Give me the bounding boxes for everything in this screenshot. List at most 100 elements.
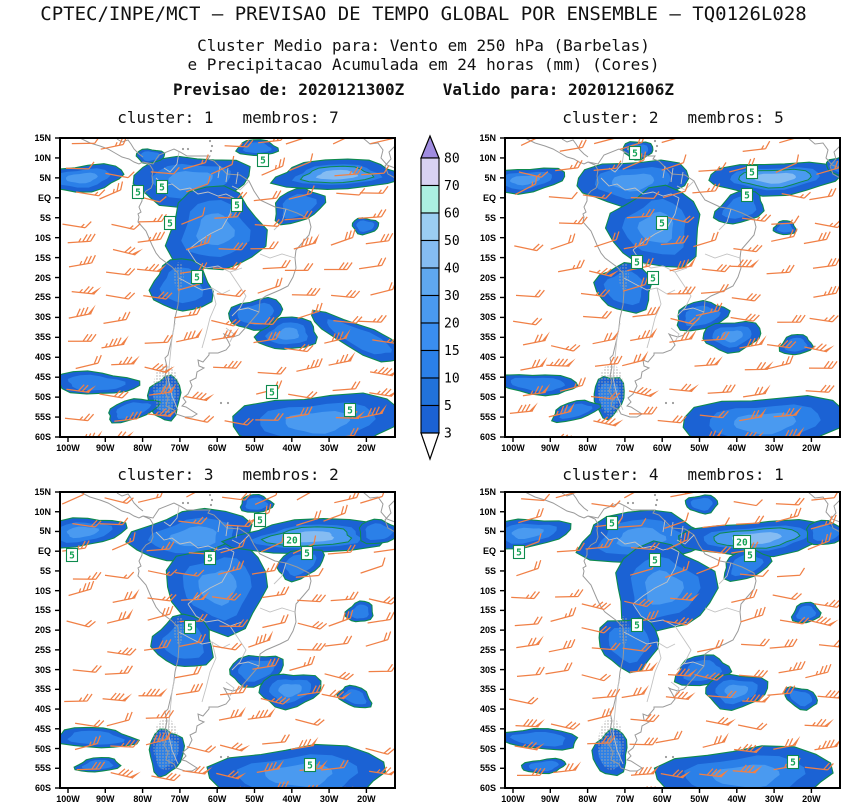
lat-label: EQ bbox=[37, 192, 51, 203]
lat-label: EQ bbox=[482, 546, 496, 557]
lat-label: 55S bbox=[479, 412, 496, 423]
lat-label: 5N bbox=[484, 526, 496, 537]
lat-label: 10S bbox=[34, 232, 51, 243]
svg-text:5: 5 bbox=[260, 156, 266, 167]
lon-label: 60W bbox=[207, 443, 227, 453]
lat-label: 30S bbox=[34, 664, 51, 675]
lat-label: 60S bbox=[34, 783, 51, 793]
lat-label: 15N bbox=[34, 133, 51, 143]
lon-label: 60W bbox=[652, 443, 672, 453]
colorbar-level-label: 70 bbox=[444, 179, 460, 194]
lat-label: 60S bbox=[34, 432, 51, 442]
svg-text:5: 5 bbox=[747, 551, 753, 562]
colorbar-arrow-up-icon bbox=[420, 134, 440, 159]
colorbar-level-label: 10 bbox=[444, 372, 460, 387]
lat-label: 60S bbox=[479, 783, 496, 793]
coastline-layer bbox=[79, 492, 395, 772]
panel-title-cluster-3: cluster: 3 membros: 2 bbox=[117, 465, 339, 484]
map-frame bbox=[500, 491, 841, 793]
lat-label: 20S bbox=[34, 272, 51, 283]
map-panel-1-canvas: 5 5 5 5 5 5 5 5 bbox=[55, 137, 396, 442]
terrain-stipple-layer bbox=[153, 616, 184, 770]
lon-label: 20W bbox=[357, 443, 376, 453]
lon-label: 30W bbox=[764, 794, 784, 803]
lat-label: 50S bbox=[479, 743, 496, 754]
colorbar-segment bbox=[420, 322, 440, 352]
lat-label: 25S bbox=[479, 292, 496, 303]
svg-text:5: 5 bbox=[207, 554, 213, 565]
lon-label: 90W bbox=[541, 794, 560, 803]
lat-label: 10S bbox=[34, 585, 51, 596]
map-panel-4-canvas: 5 20 5 5 5 5 5 bbox=[500, 491, 841, 793]
colorbar-level-label: 15 bbox=[444, 344, 460, 359]
lat-label: EQ bbox=[482, 192, 496, 203]
lon-label: 80W bbox=[578, 443, 597, 453]
panel-title-cluster-2: cluster: 2 membros: 5 bbox=[562, 108, 784, 127]
svg-text:5: 5 bbox=[516, 548, 522, 559]
colorbar-segment bbox=[420, 212, 440, 242]
colorbar-segment bbox=[420, 294, 440, 324]
map-content-layer: 5 20 5 5 5 5 5 bbox=[60, 492, 395, 788]
lat-label: 10N bbox=[34, 506, 51, 517]
map-frame bbox=[55, 491, 396, 793]
lat-label: 20S bbox=[34, 625, 51, 636]
map-frame bbox=[500, 137, 841, 442]
lon-label: 60W bbox=[652, 794, 672, 803]
lon-label: 40W bbox=[727, 794, 747, 803]
lon-label: 30W bbox=[319, 443, 339, 453]
lat-label: 45S bbox=[34, 372, 51, 383]
svg-text:5: 5 bbox=[652, 556, 658, 567]
precip-shading-layer bbox=[505, 141, 840, 437]
svg-text:5: 5 bbox=[187, 623, 193, 634]
forecast-validity-line: Previsao de: 2020121300Z Valido para: 20… bbox=[173, 80, 674, 99]
svg-text:5: 5 bbox=[744, 191, 750, 202]
svg-text:5: 5 bbox=[269, 388, 275, 399]
terrain-stipple-layer bbox=[598, 616, 629, 770]
lat-label: 40S bbox=[479, 704, 496, 715]
lat-label: 35S bbox=[479, 684, 496, 695]
lat-label: 25S bbox=[479, 644, 496, 655]
lat-label: 15S bbox=[34, 605, 51, 616]
svg-text:5: 5 bbox=[307, 761, 313, 772]
lat-label: 35S bbox=[34, 332, 51, 343]
svg-text:5: 5 bbox=[650, 274, 656, 285]
svg-text:5: 5 bbox=[749, 168, 755, 179]
lat-label: 5S bbox=[39, 565, 51, 576]
lat-label: 10S bbox=[479, 585, 496, 596]
lat-label: EQ bbox=[37, 546, 51, 557]
lon-label: 20W bbox=[802, 794, 821, 803]
colorbar-segment bbox=[420, 404, 440, 434]
panel-title-cluster-4: cluster: 4 membros: 1 bbox=[562, 465, 784, 484]
colorbar-segment bbox=[420, 157, 440, 187]
map-content-layer: 5 20 5 5 5 5 5 bbox=[505, 492, 840, 788]
lat-label: 20S bbox=[479, 272, 496, 283]
lon-label: 50W bbox=[245, 443, 264, 453]
lat-label: 60S bbox=[479, 432, 496, 442]
map-frame bbox=[55, 137, 396, 442]
lat-label: 15S bbox=[34, 252, 51, 263]
lat-label: 50S bbox=[34, 392, 51, 403]
terrain-stipple-layer bbox=[598, 262, 629, 416]
colorbar-level-label: 40 bbox=[444, 262, 460, 277]
svg-text:5: 5 bbox=[167, 219, 173, 230]
lat-label: 45S bbox=[34, 723, 51, 734]
lon-label: 20W bbox=[802, 443, 821, 453]
svg-text:5: 5 bbox=[135, 188, 141, 199]
svg-text:5: 5 bbox=[159, 183, 165, 194]
lat-label: 10N bbox=[479, 506, 496, 517]
svg-text:5: 5 bbox=[634, 621, 640, 632]
lon-label: 100W bbox=[501, 794, 525, 803]
lat-label: 5N bbox=[39, 172, 51, 183]
colorbar-arrow-down-icon bbox=[420, 432, 440, 461]
lon-label: 40W bbox=[727, 443, 747, 453]
lon-label: 30W bbox=[319, 794, 339, 803]
colorbar-level-label: 60 bbox=[444, 207, 460, 222]
svg-text:5: 5 bbox=[257, 516, 263, 527]
lat-label: 35S bbox=[34, 684, 51, 695]
lat-label: 15S bbox=[479, 252, 496, 263]
lon-label: 70W bbox=[170, 443, 190, 453]
colorbar: 80 70 60 50 40 30 20 15 10 5 3 bbox=[420, 134, 460, 461]
